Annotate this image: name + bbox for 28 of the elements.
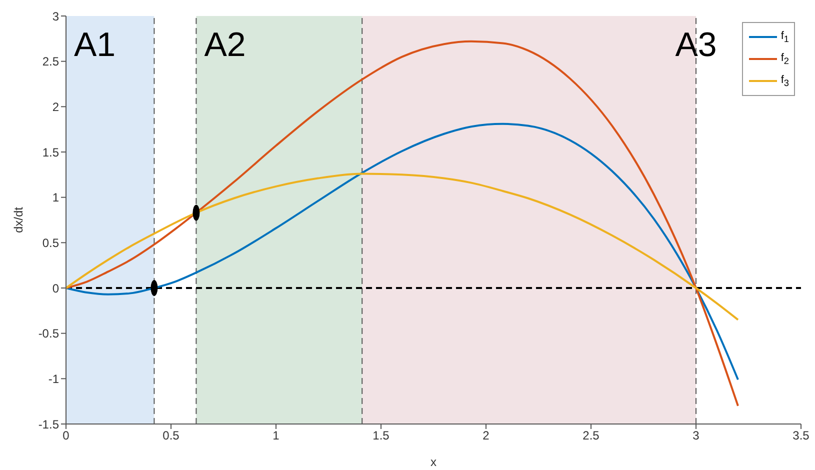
y-tick-label: 1 [52, 190, 60, 205]
x-tick-label: 3 [692, 428, 700, 443]
x-tick-label: 0.5 [162, 428, 180, 443]
band-label: A2 [204, 26, 246, 64]
legend-label: f$_{3}$ [780, 74, 789, 88]
x-tick-label: 3.5 [792, 428, 810, 443]
y-axis-title: dx/dt [11, 206, 26, 234]
y-tick-label: 0 [52, 281, 60, 296]
y-tick-label: 2 [52, 100, 60, 114]
y-tick-label: 2.5 [42, 54, 60, 69]
x-axis-title: x [430, 455, 436, 469]
x-tick-label: 1.5 [372, 428, 390, 443]
band-label: A3 [675, 26, 717, 64]
y-tick-label: -1.5 [38, 417, 60, 432]
y-tick-label: -0.5 [38, 326, 60, 341]
y-tick-label: 1.5 [42, 145, 60, 160]
x-tick-label: 1 [272, 428, 280, 443]
y-tick-label: -1 [48, 372, 60, 386]
x-tick-label: 2 [482, 428, 490, 443]
y-tick-label: 0.5 [42, 236, 60, 250]
x-tick-label: 0 [62, 428, 70, 443]
legend-label: f$_{1}$ [780, 30, 789, 44]
y-tick-label: 3 [52, 9, 60, 24]
line-series [66, 172, 739, 321]
legend-label: f$_{2}$ [780, 52, 789, 66]
line-series [66, 122, 739, 381]
x-tick-label: 2.5 [582, 428, 600, 443]
band-label: A1 [74, 26, 116, 64]
